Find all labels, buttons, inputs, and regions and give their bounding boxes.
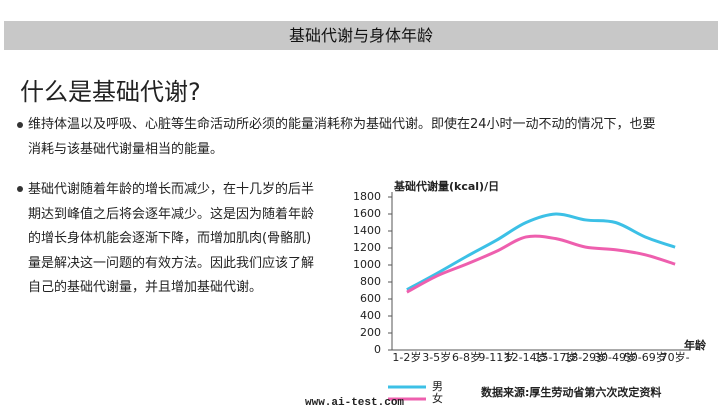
y-tick-label: 1800 bbox=[353, 190, 381, 203]
y-tick-label: 1400 bbox=[353, 224, 381, 237]
y-tick-label: 1200 bbox=[353, 241, 381, 254]
x-tick-label: 1-2岁 bbox=[392, 350, 421, 364]
x-tick-label: 3-5岁 bbox=[422, 350, 451, 364]
y-tick-label: 1000 bbox=[353, 258, 381, 271]
paragraph-line: 自己的基础代谢量，并且增加基础代谢。 bbox=[28, 280, 263, 295]
x-tick-label: 18-29岁 bbox=[564, 350, 607, 364]
series-line bbox=[406, 212, 676, 291]
legend-label: 男 bbox=[432, 380, 443, 393]
x-tick-label: 50-69岁 bbox=[624, 350, 667, 364]
y-tick-label: 400 bbox=[360, 309, 381, 322]
bullet bbox=[17, 122, 23, 128]
watermark: www.ai-test.com bbox=[305, 397, 404, 409]
paragraph-line: 基础代谢随着年龄的增长而减少，在十几岁的后半 bbox=[28, 182, 315, 197]
bullet bbox=[17, 186, 23, 192]
paragraph-line: 量是解决这一问题的有效方法。因此我们应该了解 bbox=[28, 255, 315, 271]
series-line bbox=[406, 234, 676, 294]
x-tick-label: 15-17岁 bbox=[534, 350, 577, 364]
y-tick-label: 200 bbox=[360, 326, 381, 339]
x-tick-label: 6-8岁 bbox=[452, 350, 481, 364]
y-tick-label: 1600 bbox=[353, 207, 381, 220]
x-axis-label: 年龄 bbox=[684, 338, 707, 352]
source: 数据来源:厚生劳动省第六次改定资料 bbox=[481, 385, 661, 399]
paragraph-line: 维持体温以及呼吸、心脏等生命活动所必须的能量消耗称为基础代谢。即使在24小时一动… bbox=[28, 117, 656, 132]
paragraph-line: 的增长身体机能会逐渐下降，而增加肌肉(骨骼肌) bbox=[28, 231, 312, 246]
x-tick-label: 9-11岁 bbox=[478, 350, 514, 364]
chart-title: 基础代谢量(kcal)/日 bbox=[393, 179, 499, 193]
paragraph-line: 期达到峰值之后将会逐年减少。这是因为随着年龄 bbox=[28, 206, 315, 222]
x-tick-label: 12-14岁 bbox=[505, 350, 548, 364]
paragraph-line: 消耗与该基础代谢量相当的能量。 bbox=[28, 142, 224, 157]
x-tick-label: 30-49岁 bbox=[594, 350, 637, 364]
header: 基础代谢与身体年龄 bbox=[4, 21, 718, 50]
heading: 什么是基础代谢? bbox=[20, 78, 201, 106]
y-tick-label: 600 bbox=[360, 292, 381, 305]
y-tick-label: 0 bbox=[374, 343, 381, 356]
legend-label: 女 bbox=[432, 391, 443, 405]
y-tick-label: 800 bbox=[360, 275, 381, 288]
x-tick-label: 70岁- bbox=[661, 350, 690, 364]
